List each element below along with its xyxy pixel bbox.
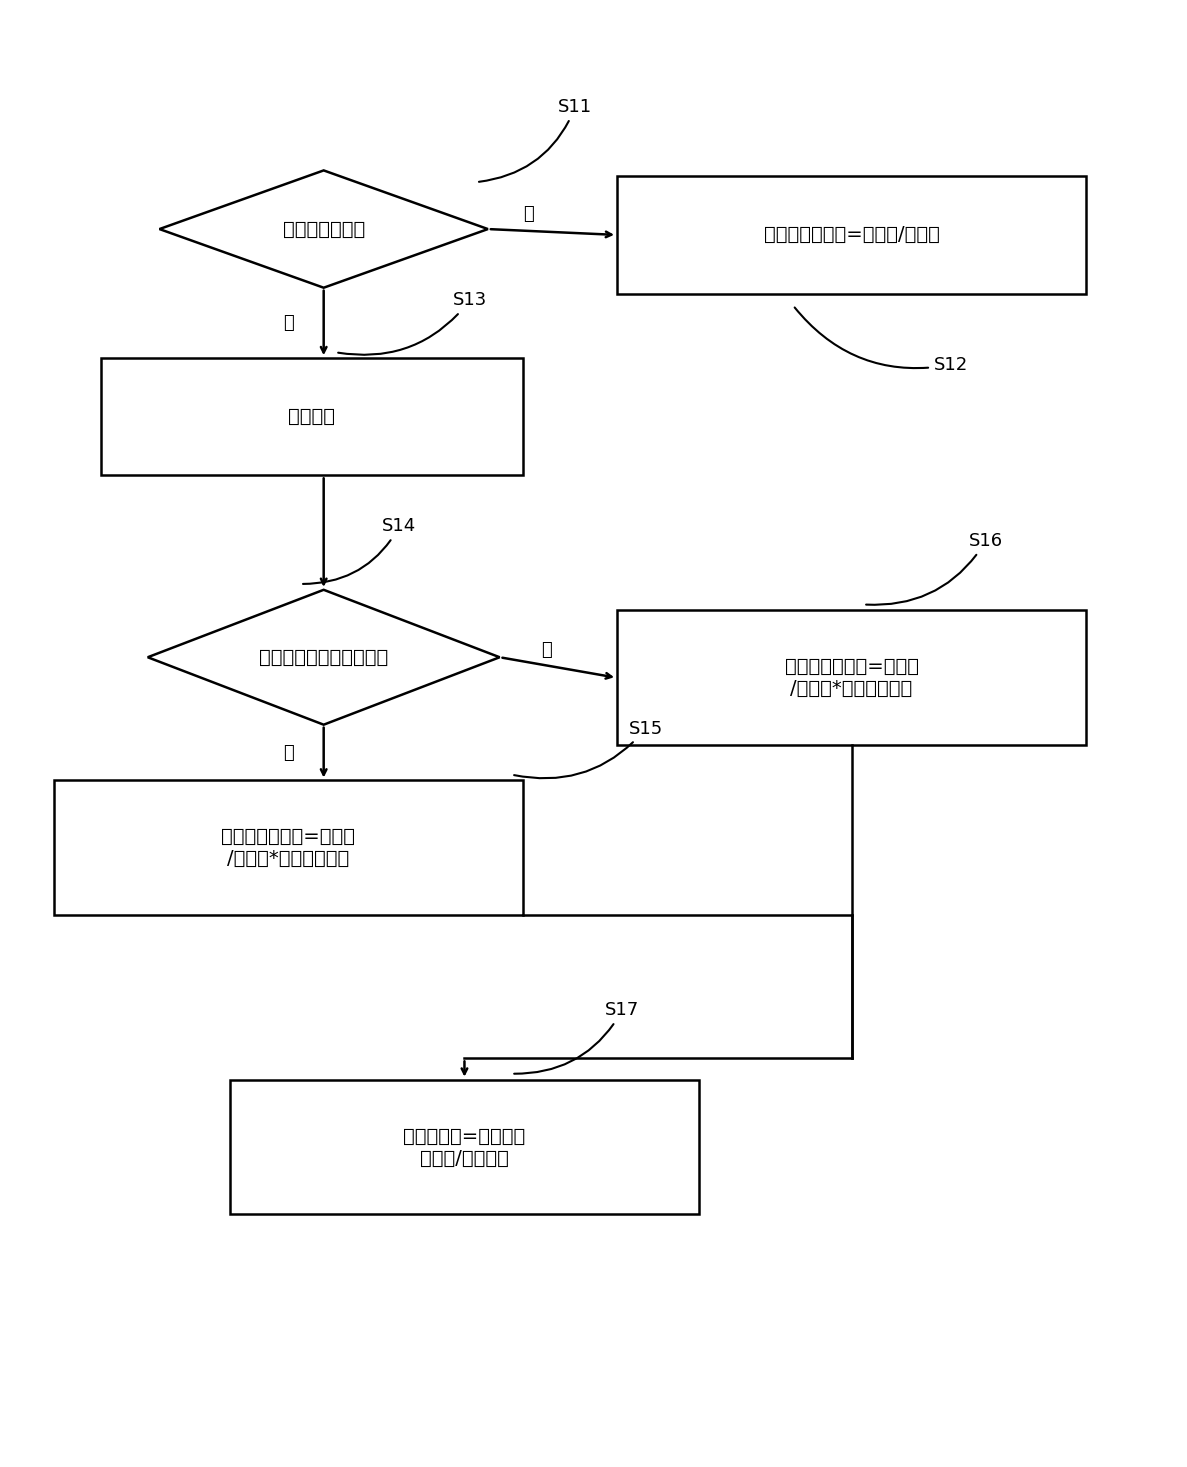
FancyBboxPatch shape xyxy=(53,780,523,915)
Text: 单公斤成本=运输任务
的运费/配送重量: 单公斤成本=运输任务 的运费/配送重量 xyxy=(404,1127,526,1168)
Text: S13: S13 xyxy=(338,292,487,355)
Text: S15: S15 xyxy=(514,719,664,779)
Text: 是: 是 xyxy=(284,744,294,761)
Text: 串点车线: 串点车线 xyxy=(288,408,336,427)
Text: 运输任务的运费=总运费
/总重量*配送资源重量: 运输任务的运费=总运费 /总重量*配送资源重量 xyxy=(785,657,919,698)
FancyBboxPatch shape xyxy=(101,358,523,475)
Text: 否: 否 xyxy=(284,314,294,332)
Text: S16: S16 xyxy=(867,533,1003,604)
Text: 否: 否 xyxy=(541,641,552,659)
FancyBboxPatch shape xyxy=(617,610,1086,745)
Text: 是否为直发车线: 是否为直发车线 xyxy=(283,220,364,239)
Text: 车线与规划车线是否一致: 车线与规划车线是否一致 xyxy=(259,648,388,666)
Text: S14: S14 xyxy=(303,518,417,584)
Polygon shape xyxy=(159,170,488,288)
Text: S11: S11 xyxy=(478,98,592,182)
Text: S17: S17 xyxy=(514,1000,640,1074)
FancyBboxPatch shape xyxy=(617,176,1086,293)
Text: 单公斤运输成本=总运费/总重量: 单公斤运输成本=总运费/总重量 xyxy=(763,226,940,245)
FancyBboxPatch shape xyxy=(230,1080,699,1215)
Text: 运输任务的费用=总运费
/总里程*资源配送里程: 运输任务的费用=总运费 /总里程*资源配送里程 xyxy=(222,827,355,868)
Text: S12: S12 xyxy=(794,308,967,374)
Polygon shape xyxy=(147,590,500,725)
Text: 是: 是 xyxy=(523,205,534,223)
